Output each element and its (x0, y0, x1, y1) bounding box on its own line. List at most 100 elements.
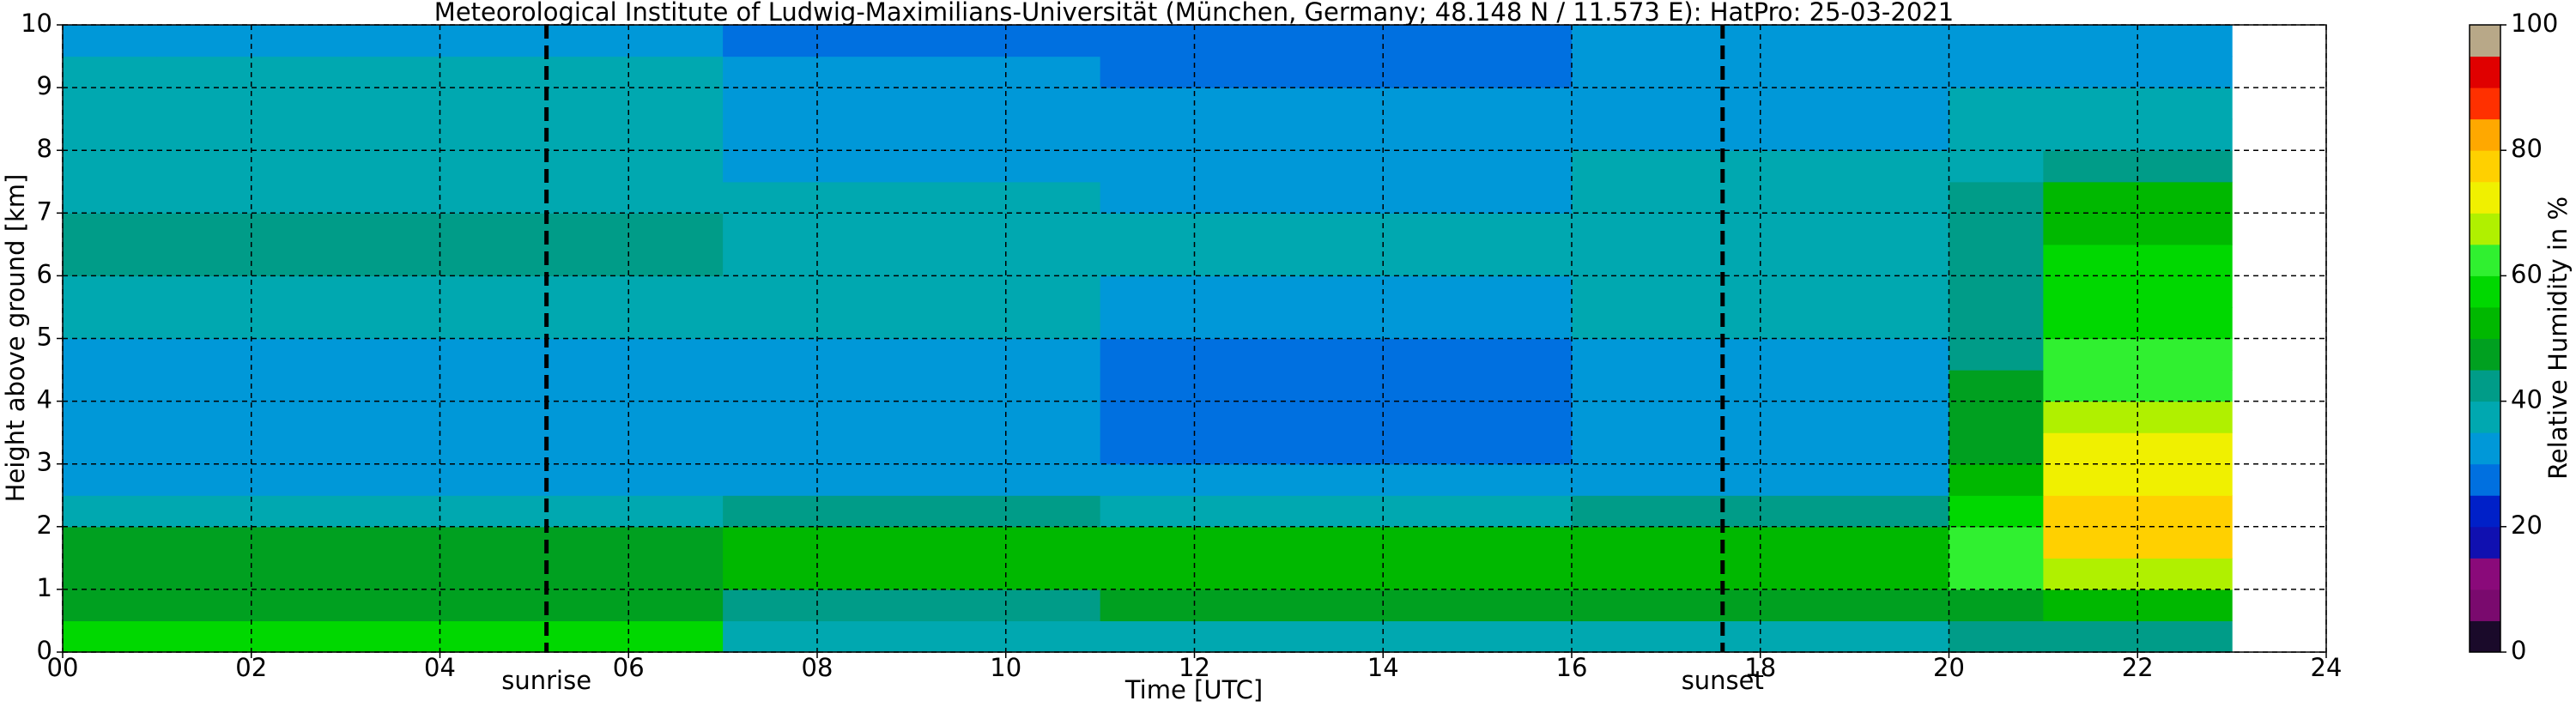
colorbar-segment (2470, 526, 2500, 559)
heat-cell (817, 118, 912, 151)
heat-cell (1288, 432, 1384, 465)
heat-cell (1760, 25, 1856, 57)
heat-cell (534, 244, 629, 276)
heat-cell (2137, 118, 2233, 151)
x-tick-label: 08 (802, 653, 833, 682)
heat-cell (1383, 56, 1478, 88)
heat-cell (817, 338, 912, 371)
heat-cell (1288, 275, 1384, 308)
heat-cell (534, 56, 629, 88)
heat-cell (1288, 338, 1384, 371)
heat-cell (628, 244, 724, 276)
heat-cell (911, 589, 1007, 622)
heat-cell (1005, 338, 1101, 371)
y-tick-label: 0 (37, 636, 52, 665)
heat-cell (2137, 495, 2233, 528)
heat-cell (1194, 213, 1289, 245)
heat-cell (1572, 589, 1667, 622)
heat-cell (2043, 244, 2138, 276)
heat-cell (2137, 620, 2233, 653)
heat-cell (439, 213, 535, 245)
heat-cell (1194, 558, 1289, 590)
heat-cell (63, 118, 158, 151)
colorbar-segment (2470, 463, 2500, 496)
heat-cell (911, 495, 1007, 528)
heat-cell (439, 526, 535, 559)
heat-cell (1665, 275, 1761, 308)
heat-cell (1383, 620, 1478, 653)
heat-cell (911, 213, 1007, 245)
heat-cell (1194, 25, 1289, 57)
heat-cell (1665, 463, 1761, 496)
heat-cell (817, 463, 912, 496)
heat-cell (1383, 338, 1478, 371)
colorbar-segment (2470, 181, 2500, 214)
heat-cell (1949, 244, 2044, 276)
heat-cell (345, 432, 441, 465)
heat-cell (1100, 432, 1196, 465)
heat-cell (1288, 56, 1384, 88)
heat-cell (1760, 213, 1856, 245)
heat-cell (628, 558, 724, 590)
colorbar-segment (2470, 213, 2500, 245)
heat-cell (1854, 88, 1950, 120)
heat-cell (251, 244, 347, 276)
heat-cell (1477, 88, 1573, 120)
colorbar-segment (2470, 370, 2500, 402)
x-tick-label: 04 (424, 653, 456, 682)
heat-cell (156, 370, 252, 402)
heat-cell (628, 181, 724, 214)
heat-cell (1005, 558, 1101, 590)
heat-cell (2043, 526, 2138, 559)
heat-cell (63, 181, 158, 214)
heat-cell (1854, 401, 1950, 433)
heat-cell (345, 463, 441, 496)
heat-cell (1665, 88, 1761, 120)
x-tick-label: 16 (1556, 653, 1588, 682)
heat-cell (156, 181, 252, 214)
heat-cell (63, 150, 158, 183)
heat-cell (817, 306, 912, 340)
heat-cell (628, 589, 724, 622)
heat-cell (1477, 244, 1573, 276)
heat-cell (251, 213, 347, 245)
heat-cell (1100, 620, 1196, 653)
heat-cell (911, 244, 1007, 276)
heat-cell (1383, 150, 1478, 183)
heat-cell (534, 181, 629, 214)
heat-cell (156, 88, 252, 120)
heat-cell (1949, 495, 2044, 528)
heat-cell (439, 56, 535, 88)
heat-cell (817, 495, 912, 528)
heat-cell (1949, 275, 2044, 308)
heat-cell (1477, 25, 1573, 57)
heat-cell (1100, 244, 1196, 276)
heat-cell (1477, 150, 1573, 183)
heat-cell (911, 558, 1007, 590)
event-label: sunrise (501, 666, 591, 695)
heat-cell (534, 150, 629, 183)
heat-cell (1665, 25, 1761, 57)
heat-cell (1005, 150, 1101, 183)
heat-cell (2137, 338, 2233, 371)
heat-cell (1949, 463, 2044, 496)
heat-cell (628, 338, 724, 371)
heat-cell (1854, 244, 1950, 276)
heat-cell (534, 275, 629, 308)
x-tick-label: 10 (990, 653, 1021, 682)
heat-cell (628, 150, 724, 183)
heat-cell (1477, 306, 1573, 340)
heat-cell (156, 306, 252, 340)
heat-cell (251, 181, 347, 214)
heat-cell (1760, 118, 1856, 151)
colorbar-segment (2470, 88, 2500, 120)
heat-cell (345, 181, 441, 214)
heat-cell (1760, 558, 1856, 590)
heat-cell (1194, 306, 1289, 340)
heat-cell (1288, 25, 1384, 57)
heat-cell (911, 306, 1007, 340)
heat-cell (63, 213, 158, 245)
heat-cell (1572, 150, 1667, 183)
heat-cell (251, 495, 347, 528)
heat-cell (1383, 88, 1478, 120)
